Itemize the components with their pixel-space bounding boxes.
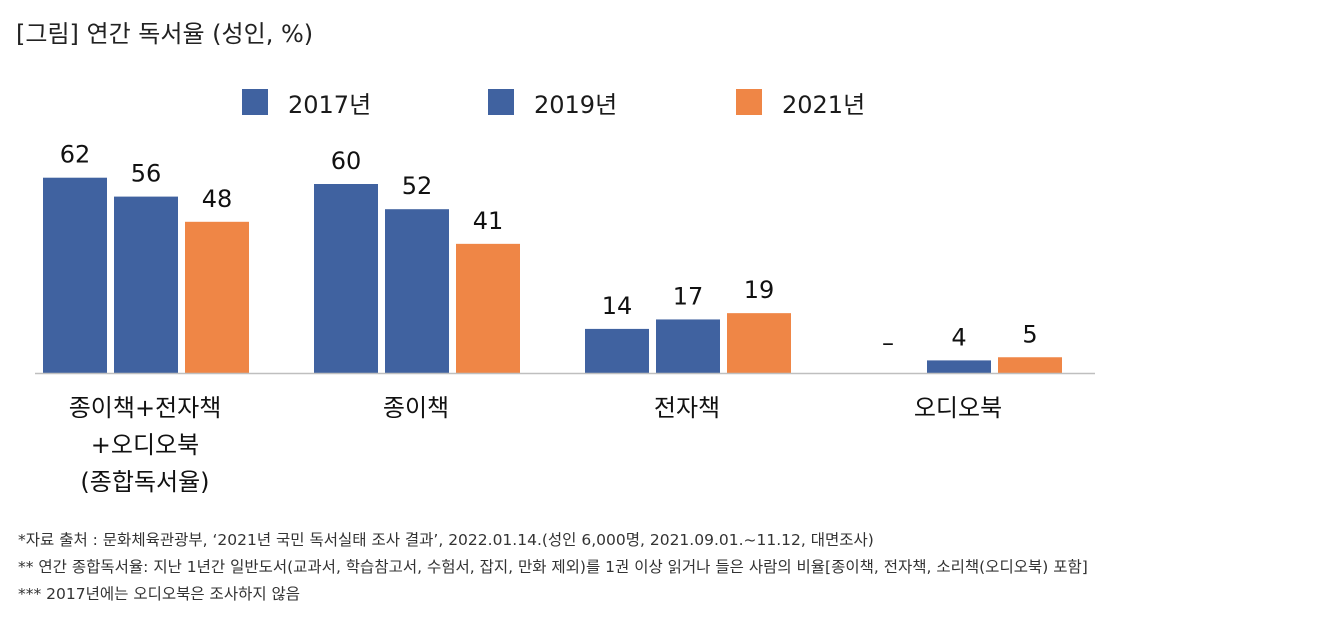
footnote-source: *자료 출처 : 문화체육관광부, ‘2021년 국민 독서실태 조사 결과’,… — [18, 531, 874, 549]
value-label-2021년-0: 48 — [202, 185, 233, 213]
value-label-2019년-2: 17 — [673, 282, 704, 310]
value-label-2021년-1: 41 — [473, 207, 504, 235]
legend-item-2021: 2021년 — [736, 86, 866, 119]
category-label-line: 종이책 — [382, 394, 450, 422]
bar-2019년-3 — [927, 360, 991, 373]
value-label-2019년-3: 4 — [951, 323, 966, 351]
legend-swatch-2017 — [242, 89, 268, 115]
value-label-2017년-2: 14 — [602, 292, 633, 320]
category-label-line: +오디오북 — [90, 431, 200, 459]
category-label-line: 오디오북 — [913, 394, 1003, 422]
bar-2019년-2 — [656, 319, 720, 373]
value-label-2021년-2: 19 — [744, 276, 775, 304]
bar-2019년-1 — [385, 209, 449, 373]
footnote-definition: ** 연간 종합독서율: 지난 1년간 일반도서(교과서, 학습참고서, 수험서… — [18, 558, 1088, 576]
legend-label-2017: 2017년 — [288, 90, 372, 119]
value-label-2017년-0: 62 — [60, 141, 91, 169]
value-label-2017년-1: 60 — [331, 147, 362, 175]
legend-item-2019: 2019년 — [488, 86, 618, 119]
category-label-total: 종이책+전자책 +오디오북 (종합독서율) — [25, 390, 265, 501]
legend-label-2021: 2021년 — [782, 90, 866, 119]
bar-2019년-0 — [114, 196, 178, 373]
category-label-ebook: 전자책 — [567, 390, 807, 427]
bar-2017년-1 — [314, 184, 378, 373]
value-label-2021년-3: 5 — [1022, 320, 1037, 348]
footnotes: *자료 출처 : 문화체육관광부, ‘2021년 국민 독서실태 조사 결과’,… — [18, 527, 1088, 608]
legend-swatch-2021 — [736, 89, 762, 115]
legend-label-2019: 2019년 — [534, 90, 618, 119]
category-label-paper: 종이책 — [296, 390, 536, 427]
legend-swatch-2019 — [488, 89, 514, 115]
footnote-2017: *** 2017년에는 오디오북은 조사하지 않음 — [18, 585, 301, 603]
bar-2017년-0 — [43, 177, 107, 373]
chart-title: [그림] 연간 독서율 (성인, %) — [16, 20, 314, 48]
category-label-line: 전자책 — [653, 394, 721, 422]
bar-2021년-3 — [998, 357, 1062, 373]
legend-item-2017: 2017년 — [242, 86, 372, 119]
value-label-2019년-1: 52 — [402, 172, 433, 200]
bar-2021년-1 — [456, 243, 520, 373]
category-label-audiobook: 오디오북 — [838, 390, 1078, 427]
bar-2017년-2 — [585, 328, 649, 373]
value-label-2017년-3: – — [882, 329, 894, 357]
bar-2021년-0 — [185, 221, 249, 373]
bar-2021년-2 — [727, 313, 791, 373]
category-label-line: (종합독서율) — [80, 468, 210, 496]
value-label-2019년-0: 56 — [131, 160, 162, 188]
category-label-line: 종이책+전자책 — [68, 394, 222, 422]
